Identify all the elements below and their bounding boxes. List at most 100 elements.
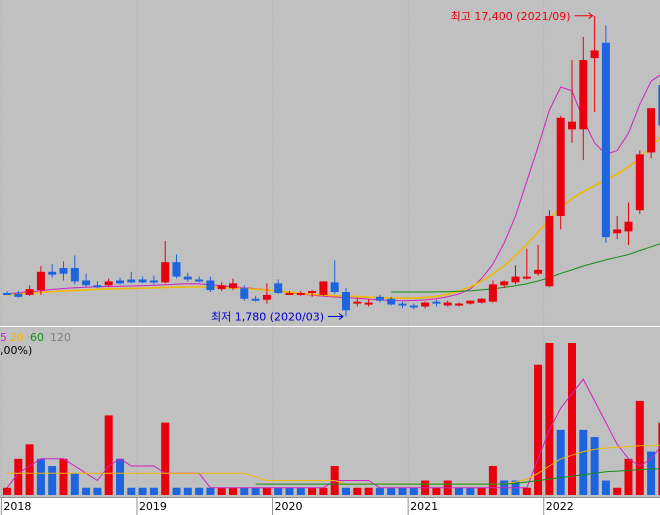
volume-bar-51 (579, 429, 588, 495)
candle-body-39 (443, 302, 452, 306)
volume-bar-0 (3, 487, 11, 495)
volume-bar-17 (195, 487, 204, 495)
volume-bar-40 (455, 487, 463, 495)
candle-body-56 (635, 154, 644, 211)
volume-bar-14 (161, 422, 170, 495)
volume-legend-20: 20 (10, 331, 24, 344)
candle-body-55 (624, 221, 633, 232)
candle-body-10 (116, 280, 124, 284)
candle-body-28 (319, 281, 328, 295)
candle-body-17 (195, 279, 204, 282)
volume-legend-5: 5 (0, 331, 7, 344)
annotations: 최고 17,400 (2021/09) 최저 1,780 (2020/03) (211, 10, 594, 323)
volume-bar-18 (206, 487, 215, 495)
volume-bar-26 (296, 487, 305, 495)
volume-bar-52 (590, 437, 599, 495)
volume-bar-22 (251, 487, 260, 495)
candle-body-31 (353, 301, 362, 304)
volume-bar-25 (285, 487, 294, 495)
volume-bar-50 (568, 343, 576, 495)
volume-bar-8 (93, 487, 102, 495)
volume-bar-32 (364, 487, 373, 495)
volume-legend-120: 120 (50, 331, 71, 344)
candle-body-53 (601, 42, 610, 238)
volume-bar-35 (398, 487, 407, 495)
volume-bar-11 (127, 487, 136, 495)
x-tick-label-2019: 2019 (139, 500, 167, 513)
x-axis-background (0, 497, 660, 515)
volume-bar-27 (308, 487, 317, 495)
candle-body-19 (217, 285, 226, 290)
volume-bar-7 (82, 487, 91, 495)
candle-body-4 (48, 271, 57, 275)
candle-body-3 (36, 271, 45, 291)
candle-body-42 (477, 298, 486, 303)
candle-body-50 (568, 121, 576, 130)
volume-bar-58 (658, 422, 660, 495)
volume-bar-20 (229, 487, 237, 495)
volume-legend-60: 60 (30, 331, 44, 344)
candle-body-12 (138, 279, 147, 283)
candle-body-57 (647, 108, 656, 153)
volume-bar-19 (217, 487, 226, 495)
candle-body-21 (240, 288, 249, 299)
volume-bar-53 (601, 480, 610, 495)
volume-bar-12 (138, 487, 147, 495)
candle-body-6 (70, 267, 79, 282)
volume-bar-13 (149, 487, 158, 495)
high-annotation-label: 최고 17,400 (2021/09) (451, 10, 571, 23)
candle-body-54 (613, 229, 622, 234)
candle-body-14 (161, 262, 170, 283)
volume-bar-16 (183, 487, 192, 495)
candle-body-22 (251, 298, 260, 301)
candles (3, 15, 660, 317)
volume-bar-31 (353, 487, 362, 495)
candle-body-26 (296, 292, 305, 295)
volume-bar-10 (116, 458, 124, 495)
candle-body-43 (488, 284, 497, 302)
candle-body-47 (534, 269, 543, 274)
volume-bar-48 (545, 343, 554, 495)
candle-body-38 (432, 301, 441, 304)
volume-bar-38 (432, 487, 441, 495)
volume-bar-47 (534, 364, 543, 495)
candle-body-49 (556, 117, 565, 216)
candle-body-58 (658, 85, 660, 126)
candle-body-2 (25, 289, 34, 295)
x-tick-label-2020: 2020 (275, 500, 303, 513)
candle-body-15 (172, 262, 181, 277)
x-tick-label-2022: 2022 (546, 500, 574, 513)
candle-body-36 (409, 305, 418, 308)
volume-bar-2 (25, 444, 34, 495)
volume-ma5-line (6, 378, 660, 489)
candle-body-34 (387, 298, 396, 305)
volume-bar-55 (624, 458, 633, 495)
candle-body-41 (466, 300, 475, 304)
volume-bar-6 (70, 473, 79, 495)
volume-bar-3 (36, 458, 45, 495)
volume-bar-4 (48, 466, 57, 495)
candle-body-9 (104, 281, 113, 286)
candle-body-24 (274, 283, 283, 293)
candle-body-45 (511, 276, 520, 283)
volume-bar-28 (319, 487, 328, 495)
candle-body-18 (206, 280, 215, 291)
candle-body-29 (330, 282, 339, 293)
price-ma-60-line (391, 243, 660, 293)
volume-bar-15 (172, 487, 181, 495)
candle-body-32 (364, 302, 373, 305)
volume-bar-57 (647, 451, 656, 495)
x-tick-label-2018: 2018 (3, 500, 31, 513)
candle-body-46 (522, 276, 531, 279)
volume-bar-49 (556, 429, 565, 495)
candle-body-11 (127, 279, 136, 283)
volume-bar-54 (613, 487, 622, 495)
volume-bar-23 (262, 487, 271, 495)
volume-bar-21 (240, 487, 249, 495)
low-annotation-arrow (328, 313, 344, 320)
volume-bar-41 (466, 487, 475, 495)
candle-body-52 (590, 50, 599, 59)
volume-bar-5 (59, 458, 68, 495)
candle-body-23 (262, 294, 271, 300)
